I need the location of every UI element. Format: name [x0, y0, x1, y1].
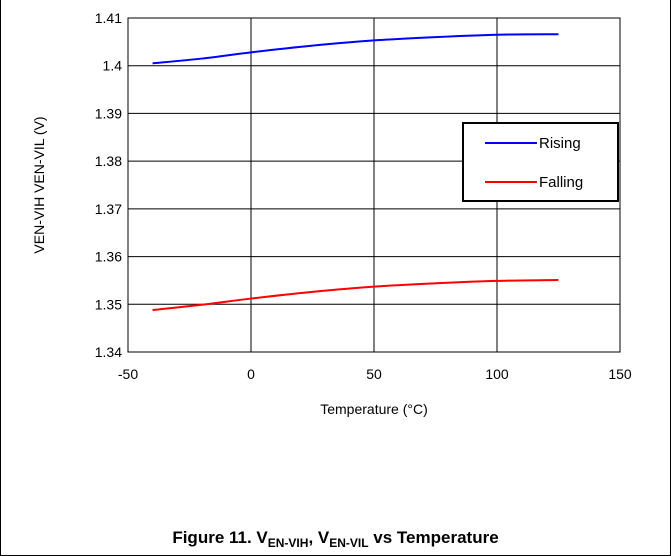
x-axis-ticks: -50 0 50 100 150 [118, 366, 632, 382]
y-tick-label: 1.36 [95, 249, 122, 265]
legend-label-falling: Falling [539, 174, 583, 191]
y-tick-label: 1.38 [95, 153, 122, 169]
y-tick-label: 1.35 [95, 296, 122, 312]
y-tick-label: 1.37 [95, 201, 122, 217]
caption-sub-vil: EN-VIL [329, 536, 369, 550]
series-group [152, 33, 559, 312]
legend: Rising Falling [462, 122, 619, 202]
series-line-rising [152, 33, 559, 65]
legend-box [462, 122, 619, 202]
plot-area [127, 17, 621, 353]
y-axis-label: VEN-VIH VEN-VIL (V) [31, 116, 47, 253]
x-tick-label: 150 [608, 366, 632, 382]
y-tick-label: 1.41 [95, 10, 122, 26]
legend-label-rising: Rising [539, 135, 581, 152]
x-tick-label: -50 [118, 366, 138, 382]
y-tick-label: 1.4 [103, 58, 123, 74]
series-line-falling [152, 278, 559, 312]
figure-caption: Figure 11. VEN-VIH, VEN-VIL vs Temperatu… [0, 528, 671, 550]
caption-suffix: vs Temperature [368, 528, 499, 547]
x-axis-label: Temperature (°C) [320, 401, 428, 417]
y-tick-label: 1.34 [95, 344, 122, 360]
caption-prefix: Figure 11. V [172, 528, 268, 547]
x-tick-label: 100 [485, 366, 509, 382]
y-axis-ticks: 1.34 1.35 1.36 1.37 1.38 1.39 1.4 1.41 [95, 10, 122, 360]
caption-mid: , V [308, 528, 330, 547]
caption-sub-vih: EN-VIH [267, 536, 309, 550]
x-tick-label: 0 [247, 366, 255, 382]
x-tick-label: 50 [366, 366, 382, 382]
y-tick-label: 1.39 [95, 105, 122, 121]
